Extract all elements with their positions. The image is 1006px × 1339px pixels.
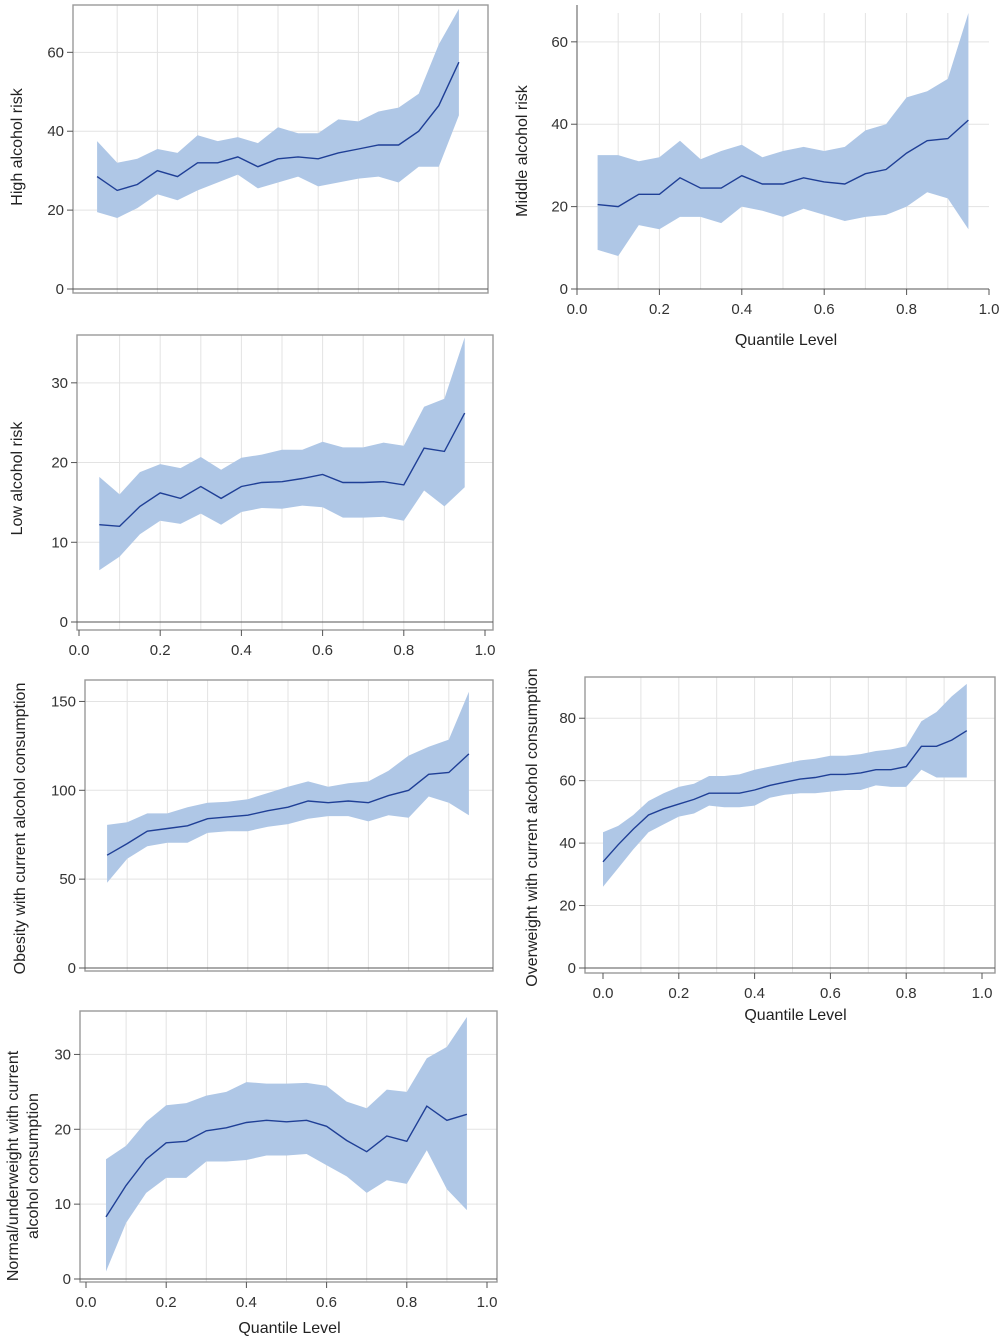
- y-tick-label: 20: [551, 199, 568, 216]
- panel-high-alcohol-risk: 0 20 40 60 High alcohol risk: [9, 4, 489, 298]
- y-tick-label: 0: [60, 614, 68, 631]
- estimate-line: [597, 119, 969, 208]
- plot-frame: [79, 1010, 498, 1283]
- estimate-line: [99, 412, 466, 528]
- x-tick-label: 0.8: [896, 301, 917, 318]
- y-tick-label: 0: [568, 960, 576, 977]
- confidence-band: [97, 8, 459, 219]
- confidence-band: [107, 691, 469, 883]
- x-axis-title: Quantile Level: [744, 1007, 846, 1024]
- y-tick-label: 40: [47, 123, 64, 140]
- panel-obesity-alcohol: 0 50 100 150 Obesity with current alcohol co…: [12, 679, 494, 977]
- x-tick-label: 0.2: [668, 985, 689, 1002]
- x-tick-label: 0.6: [312, 642, 333, 659]
- y-axis-title: Low alcohol risk: [9, 421, 26, 536]
- x-tick-label: 1.0: [979, 301, 1000, 318]
- x-tick-label: 1.0: [477, 1294, 498, 1311]
- x-tick-label: 0.0: [567, 301, 588, 318]
- x-tick-label: 0.0: [593, 985, 614, 1002]
- x-tick-label: 0.4: [231, 642, 252, 659]
- y-tick-label: 0: [63, 1271, 71, 1288]
- y-tick-label: 60: [559, 773, 576, 790]
- y-tick-label: 20: [51, 455, 68, 472]
- x-tick-label: 0.6: [316, 1294, 337, 1311]
- x-tick-label: 1.0: [475, 642, 496, 659]
- x-tick-label: 0.4: [731, 301, 752, 318]
- y-tick-label: 30: [51, 375, 68, 392]
- x-tick-label: 0.2: [150, 642, 171, 659]
- y-tick-label: 0: [560, 281, 568, 298]
- y-tick-label: 40: [559, 835, 576, 852]
- estimate-line: [106, 753, 470, 856]
- x-tick-label: 0.0: [69, 642, 90, 659]
- y-tick-label: 0: [68, 960, 76, 977]
- x-tick-label: 0.6: [820, 985, 841, 1002]
- y-tick-label: 20: [47, 202, 64, 219]
- y-tick-label: 20: [54, 1121, 71, 1138]
- y-tick-label: 10: [51, 534, 68, 551]
- x-tick-label: 1.0: [972, 985, 993, 1002]
- y-axis-title-line: alcohol consumption: [25, 1093, 42, 1239]
- y-tick-label: 30: [54, 1046, 71, 1063]
- confidence-band: [99, 337, 465, 571]
- y-tick-label: 80: [559, 710, 576, 727]
- confidence-band: [106, 1017, 467, 1272]
- y-axis-title: High alcohol risk: [9, 87, 26, 205]
- y-tick-label: 50: [59, 871, 76, 888]
- confidence-band: [603, 683, 967, 887]
- plot-frame: [84, 679, 494, 972]
- plot-frame: [584, 676, 996, 974]
- y-tick-label: 10: [54, 1196, 71, 1213]
- panel-low-alcohol-risk: 0 10 20 30 0.0 0.2 0.4 0.6 0.8 1.0 Low alcohol ris…: [9, 334, 496, 659]
- panel-middle-alcohol-risk: 0 20 40 60 0.0 0.2 0.4 0.6 0.8 1.0 Quantile Level M…: [514, 5, 999, 349]
- y-tick-label: 0: [56, 281, 64, 298]
- y-tick-label: 40: [551, 116, 568, 133]
- x-axis-title: Quantile Level: [735, 332, 837, 349]
- x-tick-label: 0.6: [814, 301, 835, 318]
- y-axis-title: Obesity with current alcohol consumption: [12, 683, 29, 975]
- y-tick-label: 60: [47, 44, 64, 61]
- estimate-line: [96, 61, 460, 192]
- x-tick-label: 0.0: [76, 1294, 97, 1311]
- y-axis-title-line: Normal/underweight with current: [5, 1050, 22, 1281]
- y-tick-label: 60: [551, 34, 568, 51]
- panel-normal-underweight-alcohol: 0 10 20 30 0.0 0.2 0.4 0.6 0.8 1.0 Quantile Level N…: [5, 1010, 498, 1337]
- plot-frame: [72, 4, 489, 294]
- estimate-line: [602, 730, 968, 863]
- estimate-line: [105, 1105, 468, 1218]
- y-axis-title: Middle alcohol risk: [514, 84, 531, 217]
- plot-frame: [76, 334, 494, 631]
- y-tick-label: 100: [51, 782, 76, 799]
- x-tick-label: 0.8: [396, 1294, 417, 1311]
- x-axis-title: Quantile Level: [238, 1320, 340, 1337]
- y-tick-label: 150: [51, 693, 76, 710]
- x-tick-label: 0.2: [649, 301, 670, 318]
- panel-overweight-alcohol: 0 20 40 60 80 0.0 0.2 0.4 0.6 0.8 1.0 Quantile Leve…: [524, 668, 996, 1024]
- y-tick-label: 20: [559, 898, 576, 915]
- x-tick-label: 0.8: [393, 642, 414, 659]
- x-tick-label: 0.8: [896, 985, 917, 1002]
- x-tick-label: 0.4: [236, 1294, 257, 1311]
- x-tick-label: 0.4: [744, 985, 765, 1002]
- x-tick-label: 0.2: [156, 1294, 177, 1311]
- confidence-band: [597, 13, 969, 256]
- y-axis-title: Overweight with current alcohol consumpt…: [524, 668, 541, 986]
